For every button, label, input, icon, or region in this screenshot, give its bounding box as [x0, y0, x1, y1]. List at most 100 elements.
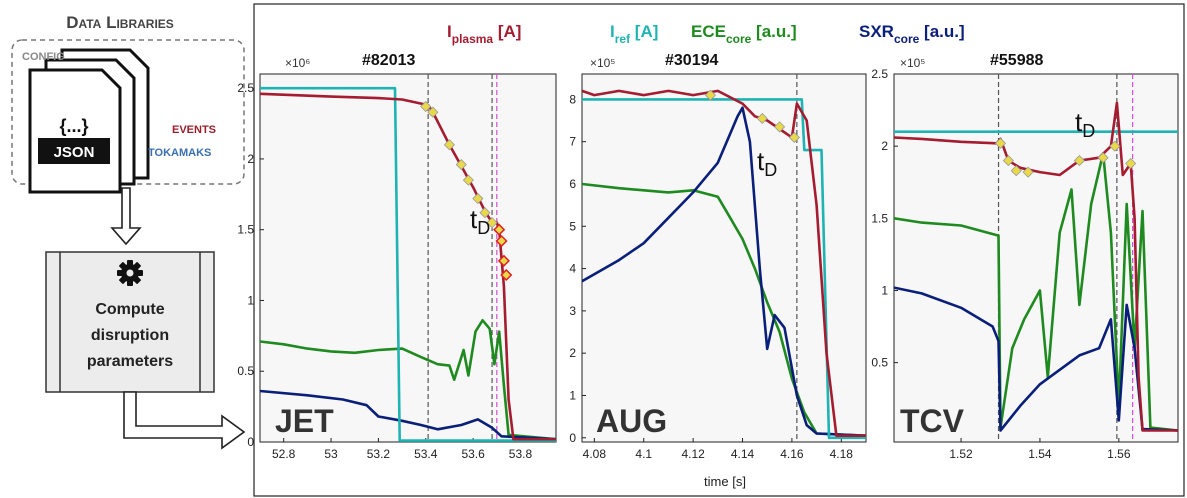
machine-label: JET	[275, 403, 334, 439]
y-tick-label: 4	[569, 262, 576, 276]
libraries-box	[11, 39, 245, 185]
y-tick-label: 2	[569, 346, 576, 360]
axis-multiplier: ×10⁶	[285, 56, 310, 70]
y-tick-label: 8	[569, 92, 576, 106]
x-tick-label: 1.52	[949, 447, 973, 461]
y-tick-label: 0.5	[871, 356, 888, 370]
machine-label: TCV	[900, 403, 965, 439]
brace-label: {...}	[59, 116, 88, 136]
y-tick-label: 2	[881, 139, 888, 153]
series-iref	[260, 86, 556, 442]
x-tick-label: 4.1	[635, 447, 652, 461]
legend-item-sxr: SXRcore [a.u.]	[859, 22, 965, 46]
machine-label: AUG	[596, 403, 667, 439]
plot-area	[581, 73, 867, 443]
event-marker	[1073, 155, 1085, 167]
y-tick-label: 1.5	[871, 211, 888, 225]
shot-number: #82013	[362, 52, 415, 69]
plot-aug: 4.08 4.1 4.12 4.14 4.16 4.18 0 1 2 3 4 5 6 7 8 AUG #3019…	[569, 52, 867, 461]
y-tick-label: 1	[247, 293, 254, 307]
y-tick-label: 1.5	[237, 223, 254, 237]
y-tick-label: 1	[881, 283, 888, 297]
y-tick-label: 5	[569, 219, 576, 233]
y-tick-label: 2.5	[871, 67, 888, 81]
event-marker	[472, 192, 484, 205]
y-tick-label: 3	[569, 304, 576, 318]
event-marker	[1002, 155, 1014, 167]
event-marker	[773, 121, 786, 133]
json-label: JSON	[54, 144, 95, 161]
x-tick-label: 1.56	[1107, 447, 1131, 461]
y-tick-label: 0.5	[237, 364, 254, 378]
process-label-line-3: parameters	[87, 353, 173, 370]
document-stack-icon	[28, 48, 150, 194]
gear-icon	[117, 260, 143, 286]
td-label: tD	[1075, 107, 1095, 141]
config-label: CONFIG	[22, 51, 65, 63]
x-tick-label: 52.8	[272, 447, 296, 461]
event-marker	[756, 112, 768, 124]
json-badge	[38, 138, 110, 164]
td-label: tD	[757, 146, 777, 180]
x-axis-label: time [s]	[704, 474, 746, 489]
x-tick-label: 53.6	[461, 447, 485, 461]
event-marker	[704, 89, 716, 101]
event-marker	[1097, 152, 1109, 164]
td-label: tD	[470, 204, 490, 238]
x-tick-label: 4.18	[830, 447, 854, 461]
y-tick-label: 0	[569, 431, 576, 445]
event-marker	[497, 254, 510, 267]
x-tick-label: 53	[324, 447, 338, 461]
y-tick-label: 0	[247, 435, 254, 449]
event-marker	[495, 234, 508, 248]
x-tick-label: 53.4	[414, 447, 438, 461]
legend-item-ece: ECEcore [a.u.]	[691, 22, 797, 46]
y-tick-label: 6	[569, 177, 576, 191]
process-label-line-1: Compute	[95, 301, 164, 318]
series-ece	[260, 318, 556, 441]
event-marker	[443, 139, 456, 151]
event-marker	[479, 207, 491, 219]
series-sxr	[582, 106, 866, 437]
event-marker	[462, 174, 474, 186]
series-sxr	[260, 389, 556, 441]
tokamaks-label: TOKAMAKS	[148, 147, 211, 159]
events-label: EVENTS	[172, 124, 216, 136]
event-marker	[1109, 140, 1121, 152]
x-tick-label: 4.16	[780, 447, 804, 461]
event-marker	[427, 106, 439, 118]
event-marker	[788, 131, 800, 144]
axis-multiplier: ×10⁵	[900, 56, 925, 70]
event-marker	[493, 223, 506, 236]
y-tick-label: 2.5	[237, 81, 254, 95]
x-tick-label: 4.12	[681, 447, 705, 461]
event-marker	[1125, 157, 1137, 170]
axis-multiplier: ×10⁵	[590, 56, 615, 70]
x-tick-label: 4.14	[731, 447, 755, 461]
down-arrow	[110, 187, 142, 246]
series-sxr	[894, 286, 1178, 432]
x-tick-label: 53.2	[367, 447, 391, 461]
event-marker	[420, 100, 432, 113]
x-tick-label: 53.8	[509, 447, 533, 461]
event-marker	[486, 217, 498, 229]
event-marker	[455, 159, 467, 171]
libraries-title: Data Libraries	[66, 13, 174, 32]
event-marker	[1010, 165, 1022, 177]
legend-item-iref: Iref [A]	[610, 22, 658, 46]
x-tick-label: 4.08	[583, 447, 607, 461]
series-ece	[582, 182, 866, 437]
plot-jet: 52.8 53 53.2 53.4 53.6 53.8 0 0.5 1 1.5 2 2.5 JET #82…	[237, 52, 557, 461]
x-tick-label: 1.54	[1028, 447, 1052, 461]
process-label-line-2: disruption	[91, 327, 169, 344]
series-iref	[582, 98, 866, 440]
legend-item-iplasma: Iplasma [A]	[447, 22, 521, 46]
shot-number: #55988	[990, 52, 1043, 69]
y-tick-label: 2	[247, 152, 254, 166]
series-ece	[894, 152, 1178, 432]
plot-area	[259, 73, 557, 443]
legend: Iplasma [A] Iref [A] ECEcore [a.u.] SXRc…	[447, 22, 965, 46]
y-tick-label: 1	[569, 388, 576, 402]
